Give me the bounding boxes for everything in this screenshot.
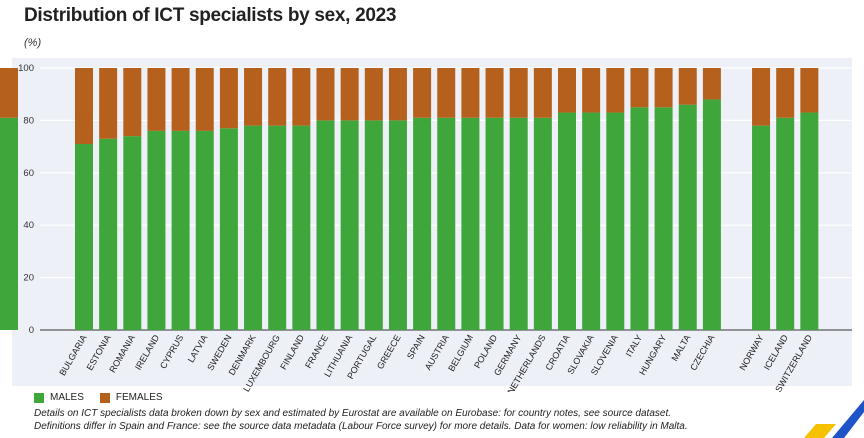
x-tick-label: LATVIA bbox=[186, 333, 210, 364]
bar-females bbox=[582, 68, 601, 113]
bar-males bbox=[0, 117, 18, 330]
bar-males bbox=[461, 117, 480, 330]
x-tick-label: FRANCE bbox=[303, 333, 330, 370]
y-tick-label: 40 bbox=[23, 220, 34, 231]
bar-males bbox=[268, 125, 287, 330]
footnote-1: Details on ICT specialists data broken d… bbox=[34, 408, 672, 419]
bar-males bbox=[340, 120, 359, 331]
bar-males bbox=[533, 117, 552, 330]
y-tick-label: 20 bbox=[23, 273, 34, 284]
bar-females bbox=[340, 68, 359, 121]
x-tick-label: CZECHIA bbox=[688, 333, 716, 372]
bar-males bbox=[702, 99, 721, 330]
bar-males bbox=[147, 130, 166, 330]
bar-females bbox=[388, 68, 407, 121]
bar-females bbox=[509, 68, 528, 118]
bar-females bbox=[533, 68, 552, 118]
bar-females bbox=[99, 68, 118, 139]
bar-males bbox=[509, 117, 528, 330]
legend-label-females: FEMALES bbox=[115, 392, 163, 403]
bar-males bbox=[752, 125, 771, 330]
bar-females bbox=[606, 68, 625, 113]
bar-males bbox=[75, 143, 93, 330]
eurostat-logo bbox=[774, 396, 864, 438]
bar-females bbox=[244, 68, 263, 126]
bar-females bbox=[437, 68, 456, 118]
bar-females bbox=[558, 68, 576, 113]
bar-females bbox=[654, 68, 673, 108]
bar-females bbox=[219, 68, 238, 129]
bar-males bbox=[630, 107, 649, 330]
x-tick-label: BELGIUM bbox=[446, 333, 475, 373]
bar-females bbox=[0, 68, 18, 118]
x-tick-label: CYPRUS bbox=[158, 333, 185, 370]
bar-males bbox=[364, 120, 383, 331]
bar-females bbox=[123, 68, 142, 137]
bar-females bbox=[316, 68, 335, 121]
bar-females bbox=[461, 68, 480, 118]
bar-males bbox=[485, 117, 504, 330]
bar-males bbox=[582, 112, 601, 330]
legend-item-females: FEMALES bbox=[99, 392, 163, 403]
x-tick-label: ITALY bbox=[624, 333, 645, 359]
bar-males bbox=[678, 104, 697, 331]
bar-males bbox=[195, 130, 214, 330]
bar-females bbox=[75, 68, 93, 144]
y-tick-label: 60 bbox=[23, 168, 34, 179]
bar-males bbox=[776, 117, 795, 330]
bar-females bbox=[147, 68, 166, 131]
legend-swatch-females bbox=[99, 392, 110, 403]
bar-males bbox=[388, 120, 407, 331]
x-tick-label: BULGARIA bbox=[57, 333, 88, 377]
bar-females bbox=[752, 68, 771, 126]
bar-males bbox=[413, 117, 432, 330]
bar-females bbox=[485, 68, 504, 118]
bar-males bbox=[316, 120, 335, 331]
bar-males bbox=[123, 136, 142, 330]
y-tick-label: 0 bbox=[29, 325, 34, 336]
bar-males bbox=[558, 112, 576, 330]
bar-females bbox=[800, 68, 819, 113]
bar-males bbox=[219, 128, 238, 330]
x-tick-label: GREECE bbox=[375, 333, 403, 371]
x-tick-label: POLAND bbox=[472, 333, 499, 370]
bar-females bbox=[171, 68, 190, 131]
bar-males bbox=[437, 117, 456, 330]
bar-females bbox=[678, 68, 697, 105]
legend: MALES FEMALES bbox=[34, 392, 163, 403]
x-tick-label: MALTA bbox=[669, 333, 692, 363]
footnote-2: Definitions differ in Spain and France: … bbox=[34, 421, 688, 432]
bar-males bbox=[244, 125, 263, 330]
legend-item-males: MALES bbox=[34, 392, 84, 403]
bar-females bbox=[292, 68, 311, 126]
chart-title: Distribution of ICT specialists by sex, … bbox=[24, 5, 397, 26]
y-tick-label: 80 bbox=[23, 115, 34, 126]
bar-females bbox=[413, 68, 432, 118]
bar-females bbox=[195, 68, 214, 131]
bar-males bbox=[292, 125, 311, 330]
bar-males bbox=[654, 107, 673, 330]
bar-females bbox=[630, 68, 649, 108]
legend-swatch-males bbox=[34, 392, 44, 403]
bar-females bbox=[364, 68, 383, 121]
bar-females bbox=[776, 68, 795, 118]
x-tick-label: SPAIN bbox=[405, 333, 427, 361]
y-axis-unit: (%) bbox=[24, 37, 42, 49]
bar-females bbox=[702, 68, 721, 100]
bar-males bbox=[800, 112, 819, 330]
bar-males bbox=[606, 112, 625, 330]
bar-chart: 020406080100EUBULGARIAESTONIAROMANIAIREL… bbox=[0, 63, 852, 392]
bar-males bbox=[171, 130, 190, 330]
legend-label-males: MALES bbox=[50, 392, 84, 403]
bar-males bbox=[99, 138, 118, 330]
bar-females bbox=[268, 68, 287, 126]
y-tick-label: 100 bbox=[18, 63, 34, 74]
